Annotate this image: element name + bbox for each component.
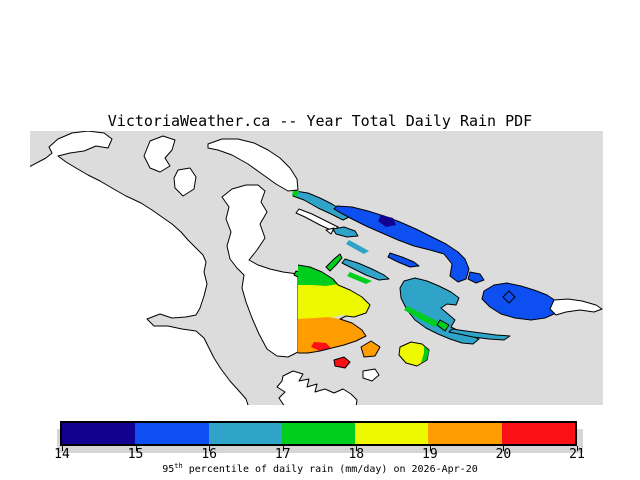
- saanich-coast-outline: [297, 264, 371, 354]
- island-orange-diamond: [360, 340, 381, 358]
- colorbar-tick: [503, 446, 505, 451]
- colorbar: [60, 421, 577, 446]
- island-blue-large-cyan-fringe: [346, 240, 369, 254]
- caption-number: 95: [162, 464, 175, 475]
- colorbar-segment: [428, 423, 502, 444]
- island-white-3: [207, 138, 299, 192]
- land-bottom: [276, 370, 358, 405]
- colorbar-tick-label: 20: [495, 447, 512, 462]
- island-white-small: [362, 368, 380, 382]
- island-white-2: [173, 167, 197, 197]
- saanich-band-red-tip: [311, 342, 331, 351]
- colorbar-tick-label: 15: [127, 447, 144, 462]
- island-cyan-ribbon-green-tip: [292, 191, 299, 197]
- colorbar-segment: [355, 423, 429, 444]
- land-vancouver-island: [30, 131, 249, 405]
- island-blue-ribbon: [387, 252, 420, 268]
- caption-superscript: th: [174, 462, 183, 470]
- island-sanjuan-green-stripe: [404, 306, 441, 327]
- colorbar-tick-label: 16: [201, 447, 217, 462]
- colorbar-segment: [135, 423, 209, 444]
- island-red-blob: [333, 356, 351, 369]
- island-blue-bit: [467, 271, 485, 284]
- colorbar-tick-label: 19: [422, 447, 438, 462]
- colorbar-tick: [209, 446, 211, 451]
- colorbar-tick: [282, 446, 284, 451]
- station-diamond-marker: [502, 290, 516, 304]
- island-yellow-small: [398, 341, 430, 367]
- colorbar-segment: [62, 423, 136, 444]
- island-green-ribbon-b: [325, 253, 343, 272]
- colorbar-segment: [208, 423, 282, 444]
- island-white-1: [143, 135, 176, 173]
- colorbar-tick: [135, 446, 137, 451]
- island-blue-large-navy-patch: [378, 215, 396, 227]
- legend-caption: 95th percentile of daily rain (mm/day) o…: [0, 460, 640, 476]
- colorbar-segment: [281, 423, 356, 444]
- island-lopez-cyan: [448, 328, 511, 341]
- island-blue-east-white-tail: [549, 298, 603, 316]
- colorbar-tick-label: 17: [274, 447, 291, 462]
- islet-white-tiny: [325, 227, 335, 235]
- island-pender-cyan: [341, 258, 390, 281]
- colorbar-tick-label: 14: [54, 447, 70, 462]
- colorbar-tick: [577, 446, 578, 451]
- colorbar-tick-label: 18: [348, 447, 365, 462]
- colorbar-tick-label: 21: [569, 447, 585, 462]
- islet-green-sliver: [436, 319, 450, 332]
- islet-cyan-small: [332, 226, 359, 238]
- page-title: VictoriaWeather.ca -- Year Total Daily R…: [107, 112, 533, 130]
- island-pender-green-part: [347, 272, 372, 284]
- saanich-band-green: [298, 265, 338, 287]
- island-cyan-ribbon: [292, 190, 350, 221]
- saanich-band-yellow: [298, 284, 370, 320]
- colorbar-tick: [429, 446, 431, 451]
- colorbar-segment: [501, 423, 575, 444]
- colorbar-tick: [356, 446, 358, 451]
- island-blue-large: [333, 205, 470, 283]
- island-yellow-small-green-edge: [421, 346, 429, 363]
- colorbar-segments: [62, 423, 575, 444]
- caption-text: percentile of daily rain (mm/day) on 202…: [182, 464, 478, 475]
- colorbar-tick: [62, 446, 63, 451]
